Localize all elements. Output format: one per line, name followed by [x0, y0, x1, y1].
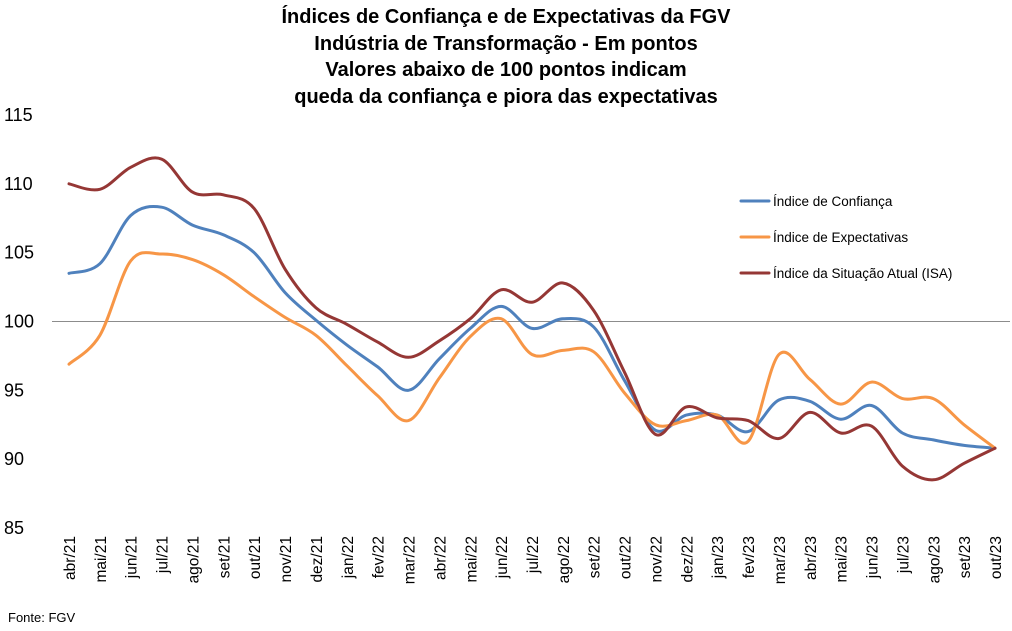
- x-tick-label: jun/23: [865, 536, 882, 579]
- series-line-3: [67, 156, 997, 482]
- legend-label: Índice da Situação Atual (ISA): [773, 266, 952, 281]
- x-tick-label: jul/22: [525, 536, 542, 574]
- x-tick-label: jun/21: [124, 536, 141, 579]
- x-tick-label: mar/22: [402, 536, 419, 584]
- x-tick-label: set/23: [957, 536, 974, 578]
- x-tick-label: mai/22: [463, 536, 480, 583]
- title-line-3: Valores abaixo de 100 pontos indicam: [325, 59, 687, 81]
- y-tick-label: 85: [4, 518, 24, 538]
- title-line-2: Indústria de Transformação - Em pontos: [314, 32, 698, 55]
- x-tick-label: out/23: [988, 536, 1005, 579]
- x-axis: abr/21 mai/21 jun/21 jul/21 ago/21 set/21 out/…: [62, 536, 1005, 584]
- x-tick-label: jan/23: [710, 536, 727, 579]
- series-lines: [67, 156, 997, 482]
- y-tick-label: 100: [4, 312, 34, 332]
- y-axis: 85 90 95 100 105 110 115: [4, 105, 34, 538]
- x-tick-label: ago/23: [926, 536, 943, 583]
- y-tick-label: 95: [4, 380, 24, 400]
- x-tick-label: dez/21: [309, 536, 326, 583]
- x-tick-label: jan/22: [340, 536, 357, 579]
- title-line-4: queda da confiança e piora das expectati…: [294, 85, 718, 108]
- x-tick-label: nov/22: [648, 536, 665, 583]
- series-line-2: [67, 251, 997, 450]
- y-tick-label: 90: [4, 449, 24, 469]
- x-tick-label: ago/22: [556, 536, 573, 583]
- source-note: Fonte: FGV: [8, 610, 76, 625]
- x-tick-label: fev/22: [371, 536, 388, 578]
- series-line-1: [67, 205, 997, 450]
- chart-title: Índices de Confiança e de Expectativas d…: [0, 4, 1012, 110]
- x-tick-label: set/21: [216, 536, 233, 578]
- x-tick-label: set/22: [587, 536, 604, 578]
- x-tick-label: mai/21: [93, 536, 110, 583]
- x-tick-label: dez/22: [679, 536, 696, 583]
- x-tick-label: out/21: [247, 536, 264, 579]
- x-tick-label: fev/23: [741, 536, 758, 578]
- x-tick-label: jul/23: [895, 536, 912, 574]
- x-tick-label: ago/21: [185, 536, 202, 583]
- x-tick-label: jun/22: [494, 536, 511, 579]
- x-tick-label: abr/22: [432, 536, 449, 580]
- legend-label: Índice de Confiança: [773, 194, 893, 209]
- x-tick-label: nov/21: [278, 536, 295, 583]
- x-tick-label: abr/23: [803, 536, 820, 580]
- x-tick-label: abr/21: [62, 536, 79, 580]
- x-tick-label: out/22: [618, 536, 635, 579]
- x-tick-label: mar/23: [772, 536, 789, 584]
- x-tick-label: mai/23: [834, 536, 851, 583]
- y-tick-label: 105: [4, 243, 34, 263]
- x-tick-label: jul/21: [155, 536, 172, 574]
- legend: Índice de Confiança Índice de Expectativa…: [739, 194, 952, 281]
- y-tick-label: 110: [4, 174, 33, 194]
- legend-label: Índice de Expectativas: [773, 230, 908, 245]
- title-line-1: Índices de Confiança e de Expectativas d…: [281, 6, 731, 28]
- y-tick-label: 115: [4, 105, 33, 125]
